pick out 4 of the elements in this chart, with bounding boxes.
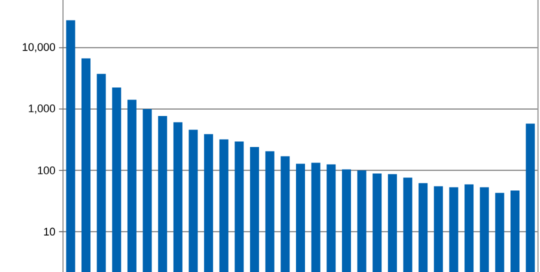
y-tick-label: 100 [38,166,56,174]
y-tick-label: 10 [44,228,56,236]
y-tick-label: 10,000 [22,43,56,52]
y-tick-label: 1,000 [28,104,56,114]
